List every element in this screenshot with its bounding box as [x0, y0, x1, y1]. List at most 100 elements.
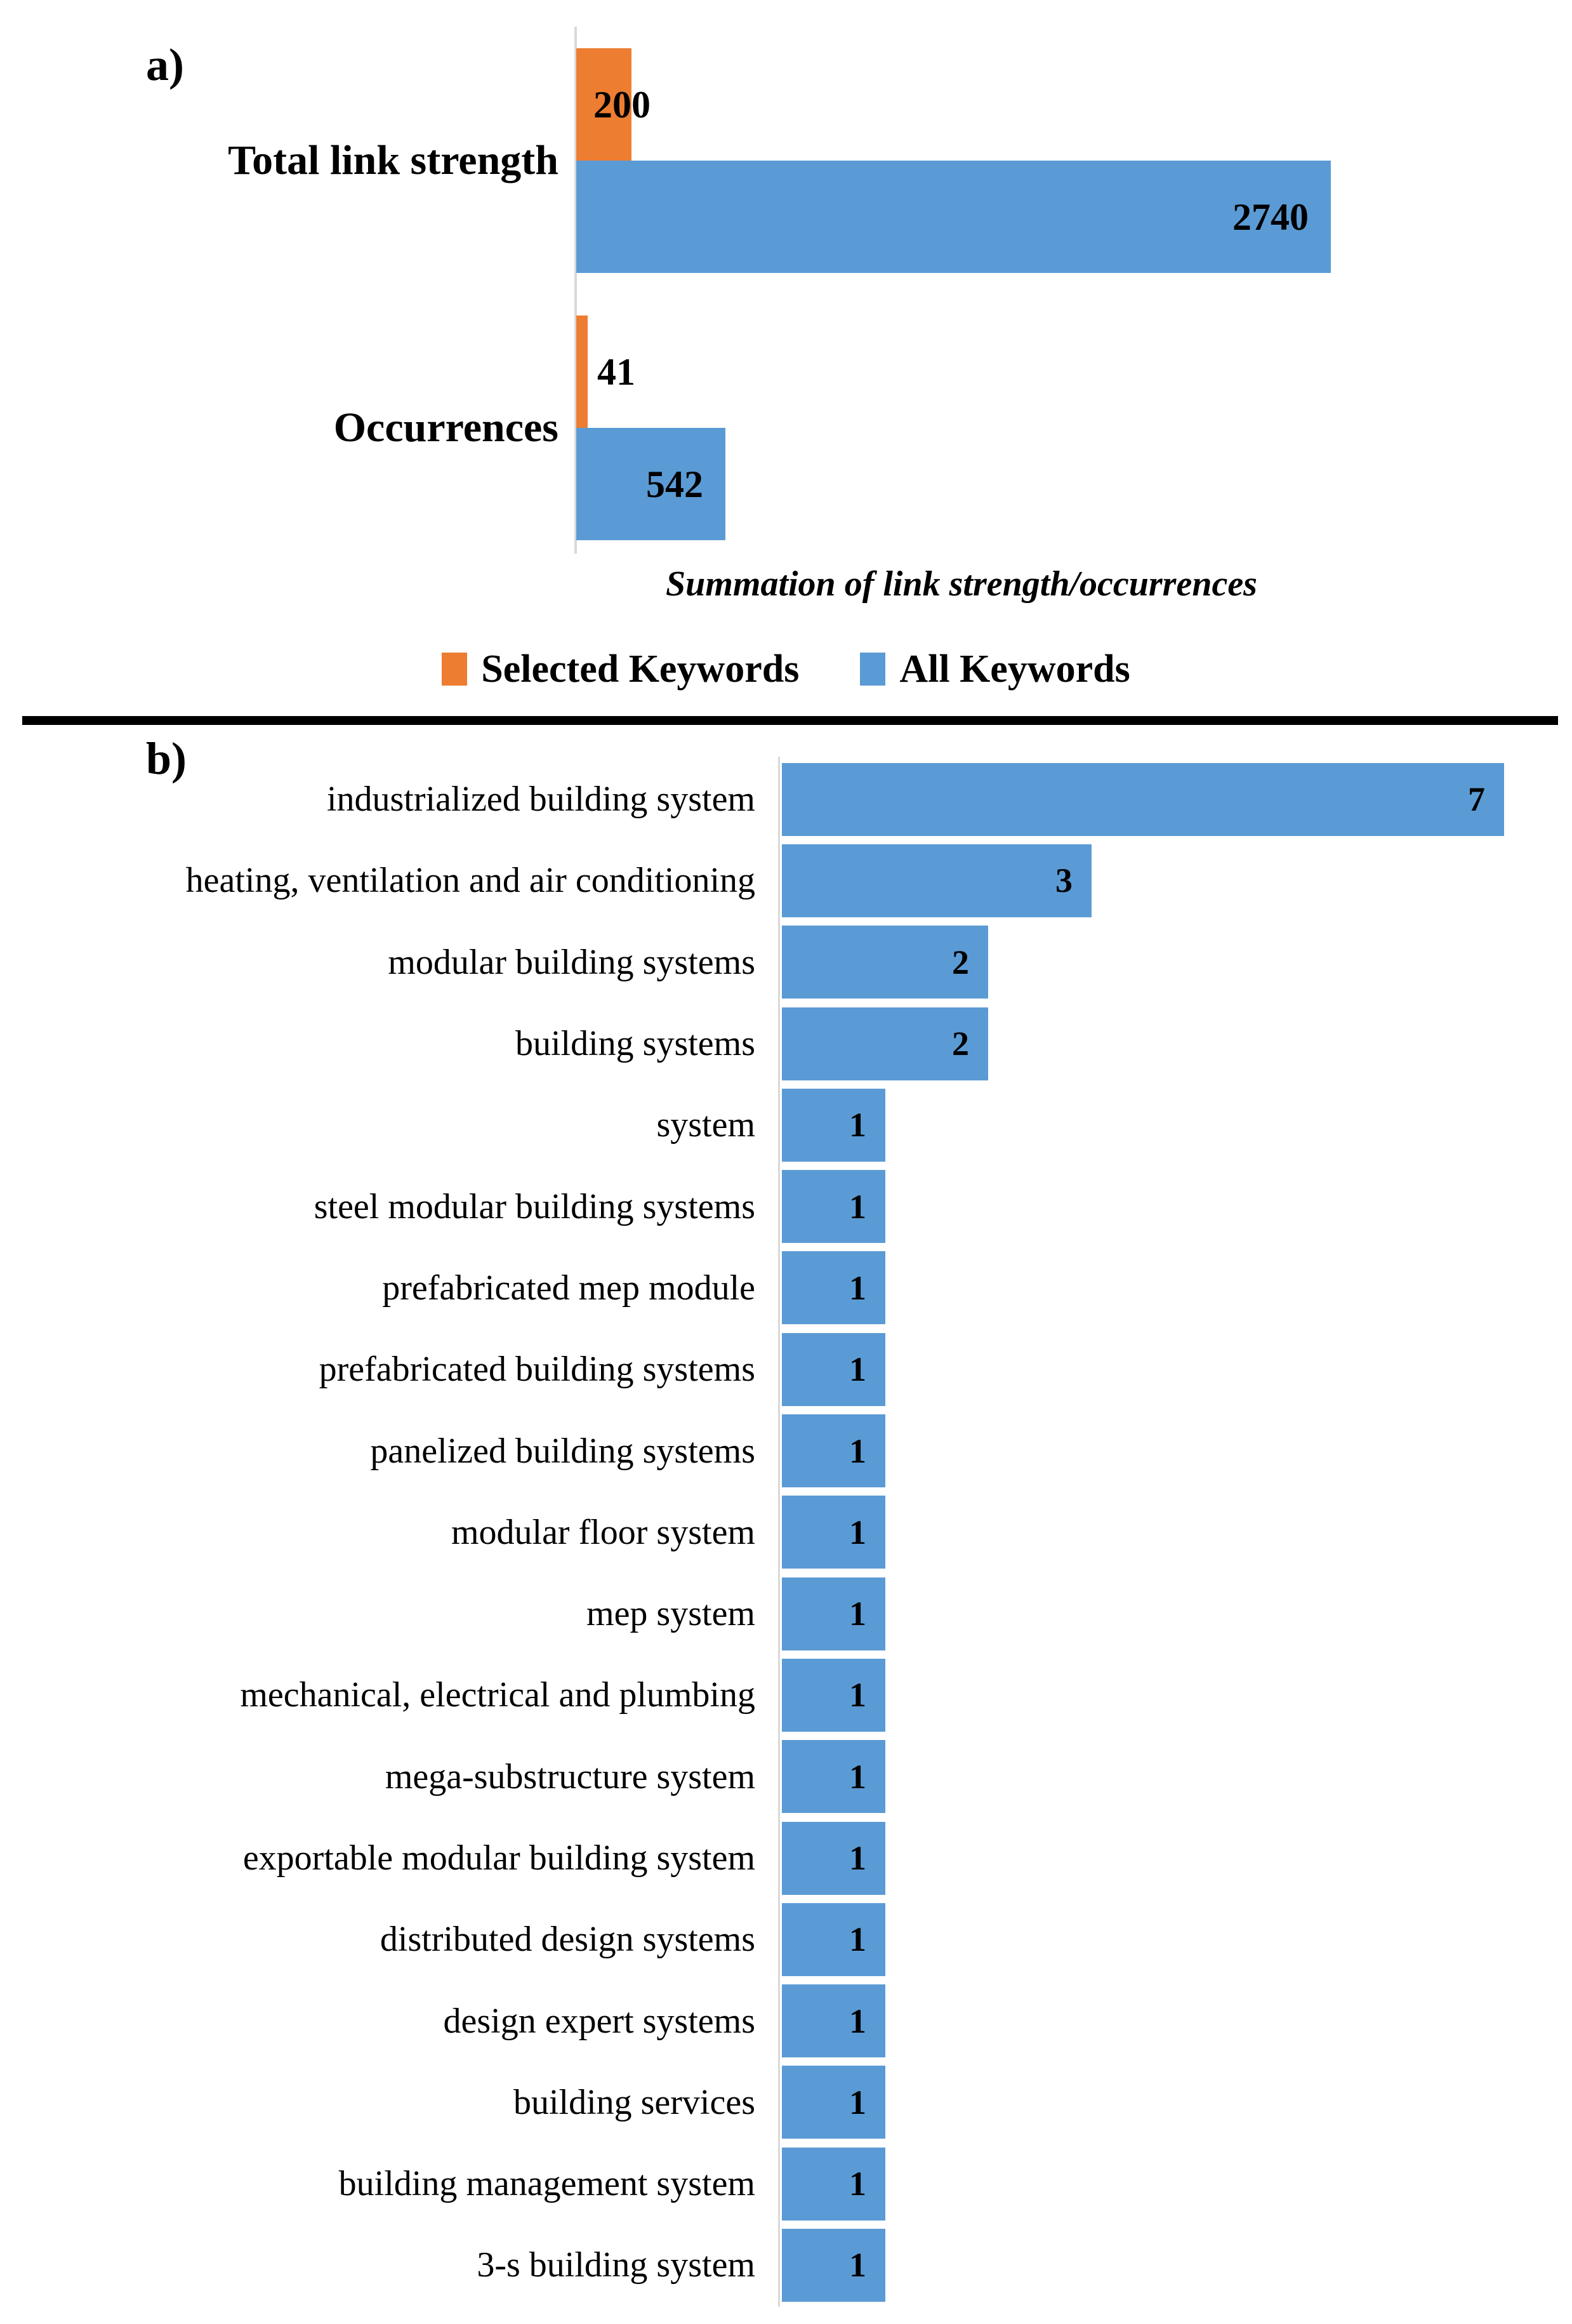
keyword-label: mega-substructure system	[385, 1756, 755, 1796]
keyword-row: 3-s building system 1	[0, 2224, 1572, 2306]
keyword-value-label: 1	[849, 1757, 866, 1796]
keyword-label: steel modular building systems	[314, 1186, 755, 1226]
keyword-row: panelized building systems 1	[0, 1410, 1572, 1491]
keyword-bar: 1	[782, 2147, 885, 2221]
keyword-bar: 1	[782, 1740, 885, 1814]
keyword-bar: 1	[782, 1332, 885, 1406]
keyword-bar-cell: 1	[782, 1496, 885, 1569]
keyword-bar-cell: 1	[782, 1902, 885, 1976]
panel-b-label: b)	[146, 733, 187, 784]
keyword-bar-cell: 2	[782, 1007, 988, 1080]
keyword-bar-cell: 3	[782, 844, 1092, 917]
bar-selected-keywords	[576, 48, 631, 161]
keyword-label: modular floor system	[451, 1512, 755, 1552]
value-label: 200	[593, 83, 651, 126]
keyword-label: building management system	[338, 2164, 755, 2204]
keyword-row: heating, ventilation and air conditionin…	[0, 840, 1572, 921]
keyword-bar: 3	[782, 844, 1092, 917]
keyword-row: building management system 1	[0, 2143, 1572, 2224]
panel-b-axis-line	[778, 757, 780, 2307]
keyword-value-label: 3	[1055, 861, 1073, 900]
keyword-row: industrialized building system 7	[0, 759, 1572, 840]
legend-item-selected-keywords: Selected Keywords	[442, 647, 799, 691]
keyword-label: exportable modular building system	[242, 1838, 755, 1878]
keyword-value-label: 1	[849, 1676, 866, 1715]
keyword-label: design expert systems	[443, 2001, 755, 2041]
keyword-value-label: 1	[849, 1187, 866, 1226]
keyword-value-label: 1	[849, 2165, 866, 2203]
keyword-bar: 1	[782, 2066, 885, 2139]
keyword-bar-cell: 1	[782, 1740, 885, 1814]
keyword-bar-cell: 1	[782, 1984, 885, 2058]
keyword-bar-cell: 1	[782, 2228, 885, 2302]
panel-b: b)	[0, 716, 1572, 2324]
keyword-bar: 1	[782, 2228, 885, 2302]
panel-a-plot-area: 200 2740 41 542	[0, 0, 1572, 571]
keyword-value-label: 1	[849, 1106, 866, 1145]
keyword-bar: 7	[782, 762, 1504, 836]
panel-b-plot-area: industrialized building system 7 heating, …	[0, 759, 1572, 2306]
keyword-bar-cell: 1	[782, 2147, 885, 2221]
keyword-row: mega-substructure system 1	[0, 1736, 1572, 1817]
keyword-row: prefabricated mep module 1	[0, 1247, 1572, 1329]
keyword-bar-cell: 1	[782, 1414, 885, 1488]
value-label: 542	[646, 463, 703, 505]
keyword-bar-cell: 1	[782, 1251, 885, 1325]
keyword-value-label: 1	[849, 1920, 866, 1959]
keyword-bar: 2	[782, 926, 988, 999]
category-label-occurrences: Occurrences	[333, 404, 558, 451]
legend-item-all-keywords: All Keywords	[860, 647, 1130, 691]
keyword-bar-cell: 1	[782, 2066, 885, 2139]
keyword-label: prefabricated mep module	[382, 1268, 755, 1308]
keyword-value-label: 2	[952, 1025, 969, 1063]
keyword-value-label: 2	[952, 943, 969, 981]
panel-a-x-axis-title: Summation of link strength/occurrences	[666, 564, 1257, 604]
legend-label-all-keywords: All Keywords	[899, 647, 1130, 691]
keyword-value-label: 1	[849, 1350, 866, 1389]
keyword-bar: 1	[782, 1088, 885, 1162]
keyword-row: mep system 1	[0, 1573, 1572, 1654]
keyword-bar: 1	[782, 1984, 885, 2058]
keyword-label: system	[656, 1105, 755, 1145]
value-label: 41	[597, 350, 635, 393]
keyword-bar-cell: 1	[782, 1332, 885, 1406]
keyword-bar: 1	[782, 1658, 885, 1732]
keyword-label: 3-s building system	[477, 2245, 755, 2285]
keyword-value-label: 1	[849, 1839, 866, 1877]
value-label: 2740	[1232, 196, 1309, 238]
keyword-bar: 1	[782, 1821, 885, 1895]
keyword-label: mep system	[586, 1594, 755, 1634]
category-label-total-link-strength: Total link strength	[228, 137, 558, 183]
keyword-bar-cell: 1	[782, 1577, 885, 1650]
keyword-bar: 1	[782, 1170, 885, 1244]
keyword-value-label: 1	[849, 2083, 866, 2121]
keyword-row: modular floor system 1	[0, 1492, 1572, 1573]
keyword-bar: 1	[782, 1496, 885, 1569]
all-keywords-swatch-icon	[860, 653, 886, 686]
keyword-value-label: 1	[849, 2246, 866, 2285]
keyword-value-label: 1	[849, 1595, 866, 1633]
keyword-bar: 2	[782, 1007, 988, 1080]
keyword-bar: 1	[782, 1414, 885, 1488]
keyword-bar-cell: 1	[782, 1170, 885, 1244]
keyword-row: building systems 2	[0, 1003, 1572, 1084]
panel-a-legend: Selected Keywords All Keywords	[0, 642, 1572, 696]
keyword-bar: 1	[782, 1577, 885, 1650]
keyword-value-label: 7	[1468, 780, 1485, 819]
keyword-row: system 1	[0, 1084, 1572, 1165]
keyword-row: building services 1	[0, 2062, 1572, 2143]
keyword-row: modular building systems 2	[0, 922, 1572, 1003]
keyword-row: distributed design systems 1	[0, 1899, 1572, 1980]
selected-keywords-swatch-icon	[442, 653, 468, 686]
panel-a-label: a)	[146, 39, 184, 90]
keyword-value-label: 1	[849, 2002, 866, 2040]
keyword-bar: 1	[782, 1251, 885, 1325]
keyword-row: design expert systems 1	[0, 1980, 1572, 2061]
bar-selected-keywords	[576, 315, 588, 428]
keyword-value-label: 1	[849, 1513, 866, 1551]
keyword-bar: 1	[782, 1902, 885, 1976]
keyword-bar-cell: 2	[782, 926, 988, 999]
keyword-label: building services	[513, 2082, 755, 2122]
keyword-row: mechanical, electrical and plumbing 1	[0, 1654, 1572, 1736]
